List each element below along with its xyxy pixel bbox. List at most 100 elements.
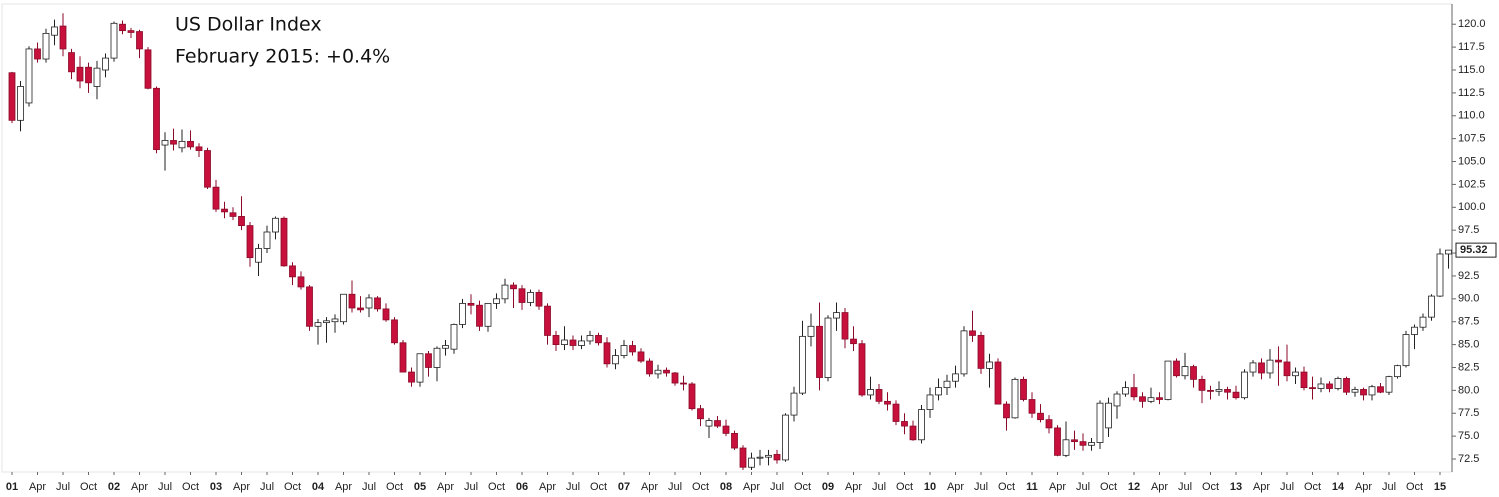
x-tick-label: Apr [1151,481,1168,493]
y-tick-label: 90.0 [1458,293,1479,305]
candle-body [739,447,747,468]
x-tick-label: Apr [947,481,964,493]
chart-title: US Dollar Index [175,14,322,36]
candle-body [892,403,900,422]
candle-body [1139,396,1146,402]
x-tick-label: Jul [1280,481,1294,493]
candle-body [1215,389,1223,392]
y-tick-label: 110.0 [1458,110,1485,122]
candle-body [1385,376,1393,393]
y-tick-label: 102.5 [1458,178,1486,190]
candle-body [986,361,993,369]
candle-body [1105,402,1112,429]
candle-body [408,371,415,383]
candle-body [909,425,917,441]
candle-body [323,320,330,324]
x-tick-label: Jul [158,481,172,493]
candle-body [340,293,347,323]
y-tick-label: 120.0 [1458,18,1486,30]
candle-body [510,284,517,290]
candle-body [1037,412,1044,421]
candle-body [1368,386,1376,396]
candle-body [952,373,959,382]
candle-body [994,361,1002,405]
candle-body [484,303,492,327]
y-tick-label: 80.0 [1458,384,1479,396]
candle-body [722,425,730,434]
candle-body [467,303,475,306]
x-tick-label: Apr [1049,481,1066,493]
x-tick-label: Jul [770,481,784,493]
x-tick-label: Jul [668,481,682,493]
x-tick-label: Oct [488,481,505,493]
candle-body [93,67,101,87]
candle-body [391,319,398,344]
candle-body [790,392,798,416]
candle-body [884,400,891,405]
x-tick-label: Jul [974,481,988,493]
candle-body [1402,334,1410,367]
candle-body [1232,391,1240,399]
x-tick-label: 15 [1434,481,1446,493]
y-tick-label: 117.5 [1458,41,1485,53]
y-tick-label: 112.5 [1458,87,1485,99]
y-tick-label: 77.5 [1458,407,1479,419]
x-tick-label: Apr [641,481,658,493]
candle-body [433,347,441,368]
candle-body [374,297,381,310]
candle-body [637,351,645,362]
x-tick-label: Oct [80,481,97,493]
candle-body [1326,383,1333,389]
x-tick-label: 05 [414,481,426,493]
candle-body [1156,397,1163,400]
x-tick-label: Jul [1178,481,1192,493]
y-tick-label: 82.5 [1458,361,1479,373]
candle-body [918,409,925,441]
candle-body [612,355,619,365]
candle-body [1266,359,1274,374]
candle-body [646,360,653,375]
candle-body [1054,427,1061,456]
x-tick-label: Apr [131,481,148,493]
candle-body [1079,441,1087,446]
x-tick-label: 06 [516,481,528,493]
candle-body [1360,389,1367,396]
x-tick-label: Apr [335,481,352,493]
candle-body [850,338,857,345]
candle-body [297,276,305,288]
candle-body [85,66,92,84]
candle-body [841,312,849,340]
candle-body [765,454,772,458]
x-tick-label: Oct [1406,481,1423,493]
candle-body [527,292,534,303]
last-price-box [1455,242,1497,258]
candle-body [425,353,432,368]
candle-body [833,312,840,319]
x-tick-label: 11 [1026,481,1038,493]
x-tick-label: Jul [362,481,376,493]
candle-body [824,317,832,378]
candle-body [382,308,390,321]
candle-body [756,456,764,459]
candle-body [1088,442,1095,446]
x-tick-label: 12 [1128,481,1140,493]
candle-body [238,216,245,227]
candle-body [42,32,50,60]
candle-body [348,293,356,309]
candle-body [544,305,551,336]
candle-body [569,339,577,346]
x-tick-label: Oct [386,481,403,493]
x-tick-label: Oct [692,481,709,493]
candle-body [731,432,738,449]
x-tick-label: Jul [56,481,70,493]
candle-body [1164,360,1172,400]
candle-body [1292,371,1299,377]
candle-body [782,414,789,461]
candle-body [773,454,781,461]
candle-body [501,284,509,300]
candle-body [1275,359,1282,363]
candle-body [1011,378,1019,419]
candle-body [977,335,985,369]
candle-body [748,457,755,468]
candle-body [187,140,194,148]
